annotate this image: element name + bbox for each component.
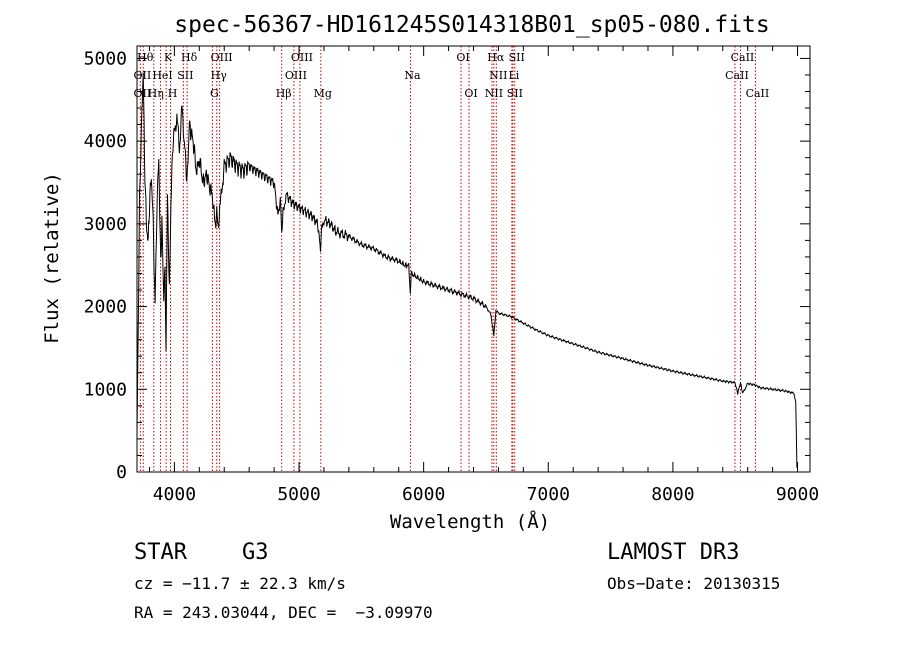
survey-name: LAMOST DR3 — [607, 540, 740, 565]
redshift-value: cz = −11.7 ± 22.3 km/s — [134, 574, 346, 593]
x-tick-label: 4000 — [153, 484, 196, 505]
chart-title: spec-56367-HD161245S014318B01_sp05-080.f… — [174, 12, 769, 38]
line-label-9: OII — [134, 69, 152, 82]
line-label-22: Hβ — [276, 87, 292, 100]
plot-frame — [136, 45, 811, 473]
x-axis-label: Wavelength (Å) — [390, 510, 550, 533]
line-label-15: NII — [489, 69, 507, 82]
y-tick-label: 0 — [116, 462, 127, 483]
y-tick-label: 5000 — [84, 48, 127, 69]
line-label-20: H — [168, 87, 178, 100]
line-label-7: SII — [509, 51, 525, 64]
line-label-1: K — [164, 51, 173, 64]
line-label-5: OI — [456, 51, 469, 64]
y-tick-label: 3000 — [84, 214, 127, 235]
line-label-25: NII — [485, 87, 503, 100]
line-label-2: Hδ — [181, 51, 198, 64]
object-type: STAR — [134, 540, 187, 565]
line-label-21: G — [210, 87, 219, 100]
line-label-6: Hα — [487, 51, 505, 64]
line-label-10: HeI — [152, 69, 172, 82]
spectral-subclass: G3 — [242, 540, 269, 565]
line-label-0: Hθ — [137, 51, 154, 64]
x-tick-label: 5000 — [277, 484, 320, 505]
line-label-13: OIII — [285, 69, 307, 82]
x-tick-label: 8000 — [651, 484, 694, 505]
spectrum-line — [136, 72, 798, 468]
line-label-17: CaII — [725, 69, 749, 82]
x-tick-label: 7000 — [527, 484, 570, 505]
line-label-11: SII — [177, 69, 193, 82]
x-tick-label: 6000 — [402, 484, 445, 505]
observation-date: Obs−Date: 20130315 — [607, 574, 781, 593]
line-label-4: OIII — [291, 51, 313, 64]
x-tick-label: 9000 — [776, 484, 819, 505]
line-label-26: SII — [507, 87, 523, 100]
line-label-23: Mg — [314, 87, 332, 100]
line-label-24: OI — [464, 87, 477, 100]
line-label-19: Hη — [148, 87, 164, 100]
y-tick-label: 2000 — [84, 297, 127, 318]
line-label-16: Li — [508, 69, 519, 82]
y-axis-label: Flux (relative) — [41, 172, 63, 344]
y-tick-label: 4000 — [84, 131, 127, 152]
line-label-3: OIII — [211, 51, 233, 64]
line-label-27: CaII — [746, 87, 770, 100]
line-label-8: CaII — [731, 51, 755, 64]
line-label-14: Na — [404, 69, 421, 82]
line-label-12: Hγ — [211, 69, 228, 82]
y-tick-label: 1000 — [84, 379, 127, 400]
coordinates: RA = 243.03044, DEC = −3.09970 — [134, 603, 433, 622]
